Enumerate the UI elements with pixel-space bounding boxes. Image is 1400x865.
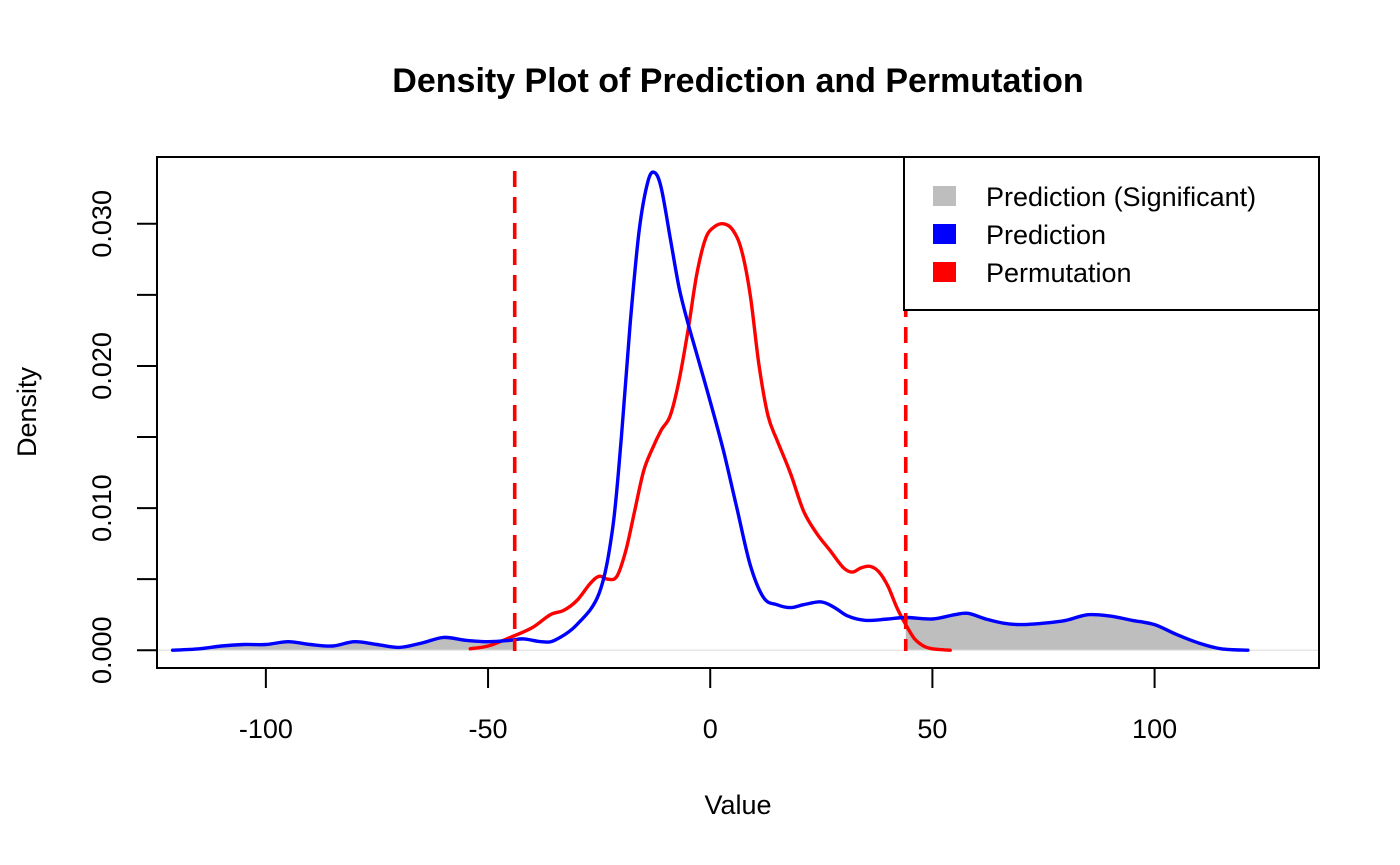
y-tick-label: 0.020 bbox=[87, 332, 117, 400]
chart-title: Density Plot of Prediction and Permutati… bbox=[392, 62, 1083, 100]
significant-region-layer bbox=[172, 613, 1248, 651]
significant-region-left bbox=[172, 637, 515, 651]
x-tick-label: -100 bbox=[239, 714, 293, 744]
x-axis: -100 -50 0 50 100 bbox=[239, 667, 1177, 744]
legend-swatch bbox=[933, 262, 956, 282]
y-axis: 0.000 0.010 0.020 0.030 bbox=[87, 190, 158, 684]
series-layer bbox=[170, 170, 1250, 652]
legend-label: Prediction (Significant) bbox=[986, 182, 1256, 212]
prediction-density-line bbox=[170, 170, 1250, 652]
x-tick-label: -50 bbox=[469, 714, 508, 744]
x-axis-label: Value bbox=[704, 790, 771, 820]
legend-swatch bbox=[933, 186, 956, 206]
x-tick-label: 100 bbox=[1132, 714, 1177, 744]
legend-swatch bbox=[933, 224, 956, 244]
significant-region-right bbox=[905, 613, 1248, 651]
y-tick-label: 0.030 bbox=[87, 190, 117, 258]
legend-box bbox=[903, 156, 1320, 311]
y-tick-label: 0.010 bbox=[87, 474, 117, 542]
y-tick-label: 0.000 bbox=[87, 616, 117, 684]
legend-label: Permutation bbox=[986, 258, 1132, 288]
x-tick-label: 50 bbox=[917, 714, 947, 744]
threshold-layer bbox=[512, 171, 908, 651]
y-axis-label: Density bbox=[12, 366, 42, 457]
legend: Prediction (Significant) Prediction Permut… bbox=[903, 156, 1320, 311]
x-tick-label: 0 bbox=[703, 714, 718, 744]
legend-label: Prediction bbox=[986, 220, 1106, 250]
permutation-density-line bbox=[468, 221, 952, 652]
